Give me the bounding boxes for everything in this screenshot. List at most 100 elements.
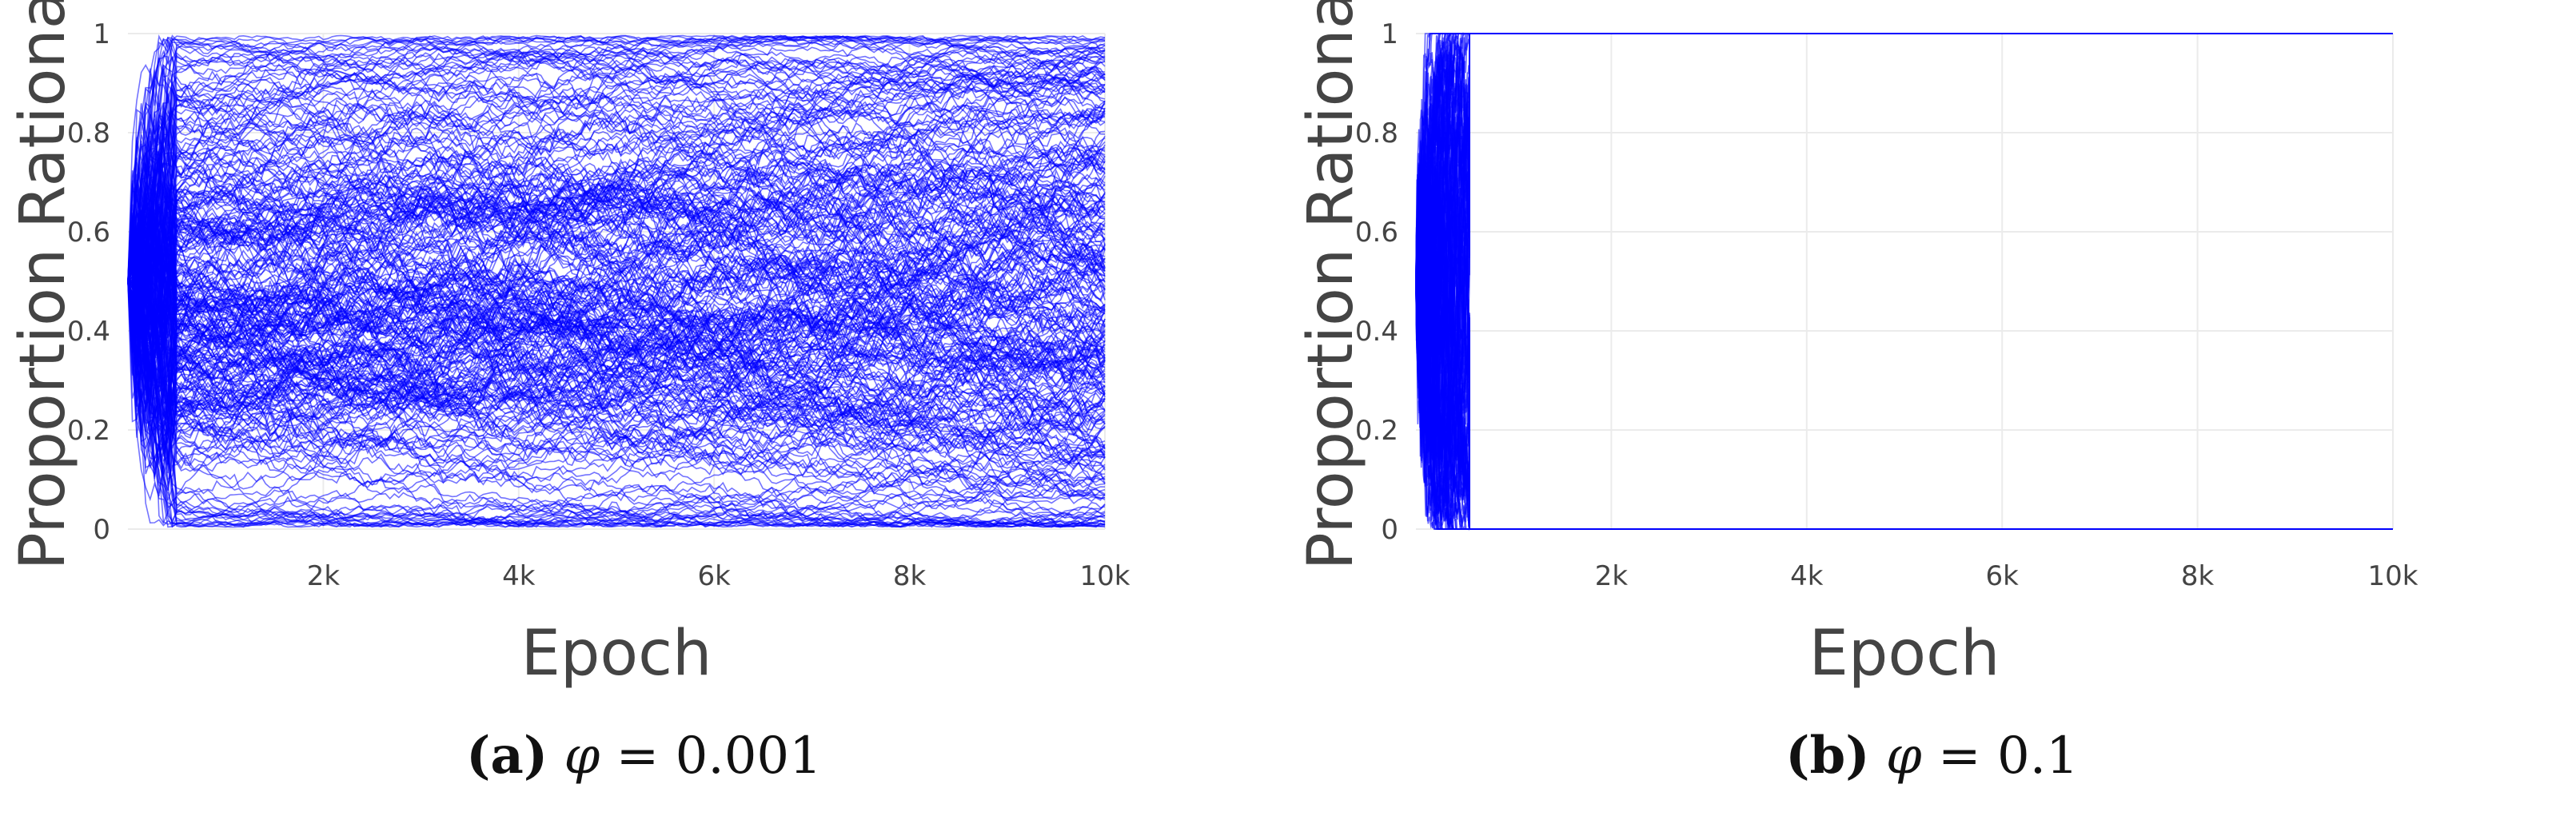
chart-b-series-line — [1415, 265, 2393, 530]
chart-b-series-line — [1415, 153, 2393, 530]
chart-b-series-line — [1415, 33, 2393, 301]
chart-b-y-tick-label: 0.8 — [1355, 117, 1398, 149]
chart-b-series-line — [1415, 33, 2393, 359]
chart-a-series-line — [127, 281, 1106, 480]
chart-b-series-line — [1415, 33, 2393, 338]
chart-b-series-line — [1415, 33, 2393, 282]
chart-b-series-line — [1415, 233, 2393, 530]
chart-b-series-line — [1415, 248, 2393, 530]
chart-a-series-line — [127, 143, 1106, 423]
chart-a-series-line — [127, 281, 1106, 528]
chart-b-series-line — [1415, 33, 2393, 412]
chart-a-series-line — [127, 177, 1106, 313]
chart-b-series-line — [1415, 281, 2393, 530]
chart-a-series-line — [127, 183, 1106, 337]
chart-b-series-line — [1415, 203, 2393, 530]
chart-a-series-line — [127, 239, 1106, 453]
caption-b-tag: (b) — [1785, 726, 1870, 786]
chart-b-series-line — [1415, 33, 2393, 391]
chart-b-series-line — [1415, 33, 2393, 440]
chart-b-series-line — [1415, 188, 2393, 530]
chart-a-series-line — [127, 281, 1106, 436]
chart-a-series-line — [127, 76, 1106, 282]
chart-a-y-tick-label: 0 — [93, 514, 110, 546]
chart-b-series-line — [1415, 33, 2393, 315]
chart-b-series-line — [1415, 33, 2393, 294]
chart-a-y-axis-title: Proportion Rational — [7, 0, 79, 570]
chart-b-series-line — [1415, 33, 2393, 310]
chart-a-series-line — [127, 274, 1106, 395]
chart-b-series-line — [1415, 33, 2393, 293]
chart-b-series-line — [1415, 33, 2393, 309]
chart-b-series-line — [1415, 216, 2393, 531]
chart-b-series-line — [1415, 184, 2393, 530]
chart-b-series-line — [1415, 271, 2393, 530]
chart-a-series-line — [127, 214, 1106, 402]
chart-b-series-line — [1415, 159, 2393, 530]
chart-a-series-line — [127, 224, 1106, 432]
chart-b-series-line — [1415, 281, 2393, 530]
chart-a-series-line — [127, 43, 1106, 282]
chart-a-series-line — [127, 182, 1106, 353]
chart-b-series-line — [1415, 33, 2393, 432]
chart-a-x-tick-label: 10k — [1080, 560, 1130, 592]
chart-b-series-line — [1415, 239, 2393, 530]
chart-a-series-line — [127, 107, 1106, 303]
chart-b-series-line — [1415, 33, 2393, 338]
chart-b-series-line — [1415, 33, 2393, 337]
chart-a-y-tick-label: 0.2 — [67, 415, 110, 447]
chart-b-series-line — [1415, 105, 2393, 530]
chart-b-series-line — [1415, 33, 2393, 397]
chart-a-series-line — [127, 185, 1106, 371]
chart-b-series-line — [1415, 281, 2393, 530]
chart-b-series-line — [1415, 33, 2393, 342]
chart-b-series-line — [1415, 269, 2393, 530]
chart-a-series-line — [127, 222, 1106, 471]
chart-b-series-line — [1415, 236, 2393, 530]
chart-b-series-line — [1415, 33, 2393, 303]
chart-b-series-line — [1415, 129, 2393, 530]
chart-a-series-line — [127, 54, 1106, 282]
chart-a-series-line — [127, 61, 1106, 292]
chart-a-series-line — [127, 281, 1106, 525]
chart-b-series-line — [1415, 281, 2393, 530]
chart-b-series-line — [1415, 277, 2393, 530]
chart-a-series-line — [127, 209, 1106, 344]
chart-a-series-line — [127, 71, 1106, 367]
caption-b-equals: = — [1938, 726, 1981, 786]
chart-b-series-line — [1415, 33, 2393, 348]
chart-b-series-line — [1415, 281, 2393, 530]
chart-b-y-tick-label: 0 — [1381, 514, 1398, 546]
chart-b-series-line — [1415, 33, 2393, 367]
chart-b-series-line — [1415, 33, 2393, 282]
chart-b-series-line — [1415, 274, 2393, 530]
chart-a-series-line — [127, 42, 1106, 282]
chart-b-series-line — [1415, 33, 2393, 282]
chart-a-series-line — [127, 257, 1106, 418]
chart-b-series-line — [1415, 33, 2393, 282]
chart-b-series-line — [1415, 236, 2393, 530]
chart-a-series-line — [127, 281, 1106, 528]
chart-a-series-line — [127, 281, 1106, 484]
chart-b-series-line — [1415, 267, 2393, 530]
chart-a-series-line — [127, 221, 1106, 459]
chart-b-series-group — [1415, 31, 2393, 531]
chart-a-series-line — [127, 176, 1106, 303]
chart-b-series-line — [1415, 33, 2393, 436]
chart-b-series-line — [1415, 33, 2393, 411]
chart-a-series-line — [127, 281, 1106, 466]
chart-b-y-tick-label: 0.2 — [1355, 415, 1398, 447]
chart-b-series-line — [1415, 33, 2393, 306]
chart-b-series-line — [1415, 281, 2393, 530]
chart-a-y-tick-label: 0.4 — [67, 316, 110, 348]
chart-b-series-line — [1415, 33, 2393, 282]
chart-b-series-line — [1415, 33, 2393, 428]
caption-a-equals: = — [616, 726, 660, 786]
chart-a-series-line — [127, 34, 1106, 311]
chart-b-x-tick-label: 8k — [2181, 560, 2215, 592]
chart-b-series-line — [1415, 255, 2393, 530]
chart-a-series-line — [127, 278, 1106, 407]
chart-a-series-line — [127, 273, 1106, 452]
chart-b-series-line — [1415, 281, 2393, 530]
chart-b-series-line — [1415, 33, 2393, 295]
